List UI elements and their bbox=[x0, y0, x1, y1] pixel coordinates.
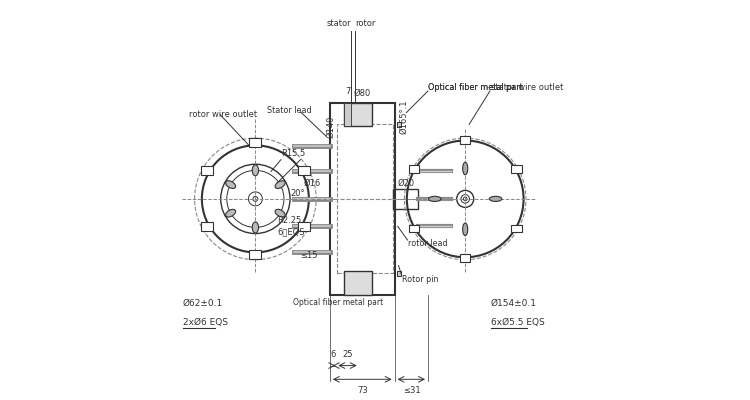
Ellipse shape bbox=[252, 222, 259, 233]
Bar bbox=[512, 225, 522, 232]
Ellipse shape bbox=[252, 165, 259, 176]
Ellipse shape bbox=[226, 209, 236, 217]
Ellipse shape bbox=[275, 209, 285, 217]
Bar bbox=[201, 222, 213, 231]
Bar bbox=[337, 124, 394, 274]
Ellipse shape bbox=[463, 223, 468, 236]
Bar bbox=[409, 165, 419, 173]
Bar bbox=[298, 222, 310, 231]
Ellipse shape bbox=[428, 196, 441, 202]
Bar bbox=[512, 165, 522, 173]
Text: Ø140: Ø140 bbox=[326, 116, 335, 138]
Text: Ø165°.1: Ø165°.1 bbox=[399, 99, 408, 134]
Text: Optical fiber metal part: Optical fiber metal part bbox=[428, 83, 523, 92]
Bar bbox=[344, 272, 372, 295]
Text: Stator lead: Stator lead bbox=[267, 106, 312, 115]
Bar bbox=[330, 103, 394, 295]
Text: Ø154±0.1: Ø154±0.1 bbox=[490, 298, 537, 307]
Text: 73: 73 bbox=[357, 386, 368, 395]
Text: R15.5: R15.5 bbox=[280, 149, 305, 158]
Ellipse shape bbox=[226, 181, 236, 188]
Text: 6: 6 bbox=[330, 350, 335, 358]
Text: Rotor pin: Rotor pin bbox=[403, 275, 439, 284]
Text: Ø62±0.1: Ø62±0.1 bbox=[183, 298, 223, 307]
Bar bbox=[394, 189, 418, 209]
Bar bbox=[460, 254, 470, 262]
Text: R2.25: R2.25 bbox=[277, 216, 302, 225]
Text: ≤31: ≤31 bbox=[403, 386, 420, 395]
Text: stator: stator bbox=[327, 19, 352, 28]
Bar bbox=[344, 103, 372, 126]
Bar bbox=[397, 122, 401, 127]
Bar bbox=[201, 166, 213, 176]
Bar bbox=[298, 166, 310, 176]
Text: 7: 7 bbox=[345, 87, 350, 96]
Ellipse shape bbox=[489, 196, 502, 202]
Text: 6楽EQS: 6楽EQS bbox=[277, 228, 304, 237]
Ellipse shape bbox=[463, 162, 468, 175]
Bar bbox=[250, 138, 261, 148]
Text: stator wire outlet: stator wire outlet bbox=[490, 83, 563, 92]
Text: Optical fiber metal part: Optical fiber metal part bbox=[428, 83, 523, 92]
Ellipse shape bbox=[275, 181, 285, 188]
Bar bbox=[460, 136, 470, 144]
Bar bbox=[397, 271, 401, 276]
Text: ≤15: ≤15 bbox=[301, 251, 318, 260]
Text: rotor wire outlet: rotor wire outlet bbox=[189, 110, 256, 119]
Bar bbox=[250, 250, 261, 259]
Text: 20°: 20° bbox=[291, 188, 305, 198]
Text: Ø80: Ø80 bbox=[354, 89, 371, 98]
Bar bbox=[344, 103, 351, 126]
Text: 25: 25 bbox=[342, 350, 352, 358]
Text: 6xØ5.5 EQS: 6xØ5.5 EQS bbox=[490, 318, 544, 327]
Text: Optical fiber metal part: Optical fiber metal part bbox=[292, 298, 383, 307]
Text: rotor: rotor bbox=[356, 19, 376, 28]
Text: Ø16: Ø16 bbox=[303, 179, 320, 188]
Bar bbox=[409, 225, 419, 232]
Text: Ø20: Ø20 bbox=[398, 179, 415, 188]
Text: 2xØ6 EQS: 2xØ6 EQS bbox=[183, 318, 228, 327]
Text: rotor lead: rotor lead bbox=[408, 240, 448, 248]
